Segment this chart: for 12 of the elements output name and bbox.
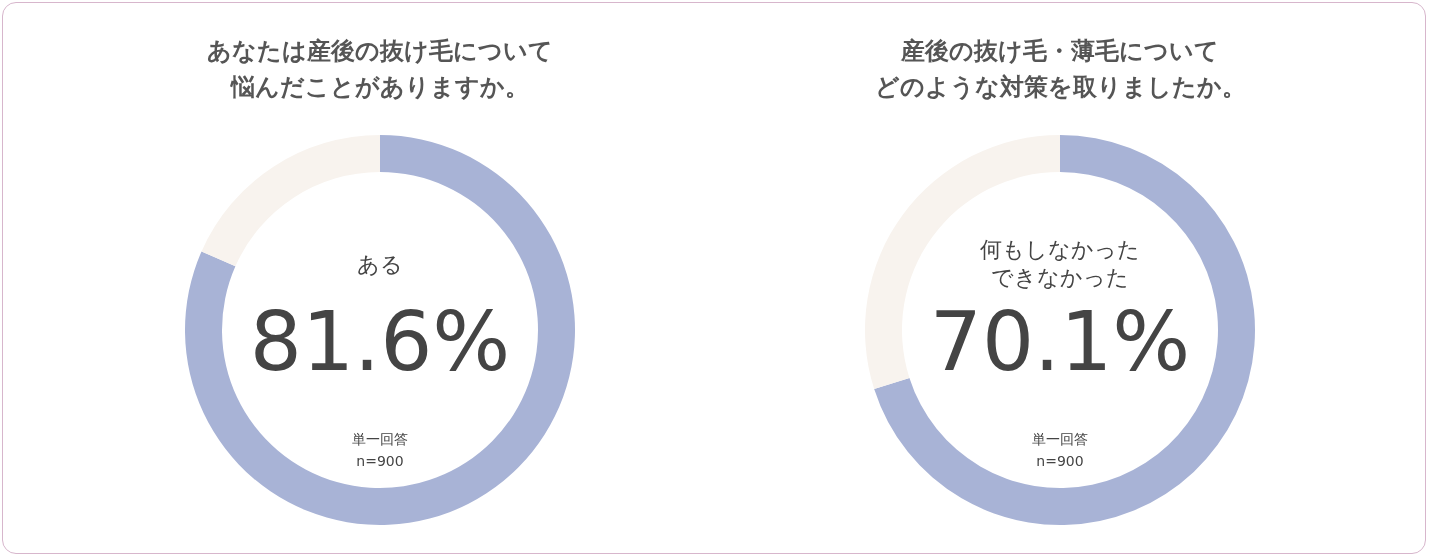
slice-label: 何もしなかったできなかった [980, 237, 1140, 290]
slice-label: ある [357, 252, 403, 277]
chart-title: 産後の抜け毛・薄毛についてどのような対策を取りましたか。 [874, 37, 1246, 101]
text: n=900 [1036, 453, 1084, 469]
chart-title: あなたは産後の抜け毛について悩んだことがありますか。 [207, 37, 553, 101]
text: 単一回答 [1032, 431, 1088, 447]
donut-slice [185, 135, 575, 525]
data-label: 70.1% [929, 294, 1191, 389]
data-label: 81.6% [249, 294, 511, 389]
text: 単一回答 [352, 431, 408, 447]
text: n=900 [356, 453, 404, 469]
donut-slice [874, 135, 1255, 525]
